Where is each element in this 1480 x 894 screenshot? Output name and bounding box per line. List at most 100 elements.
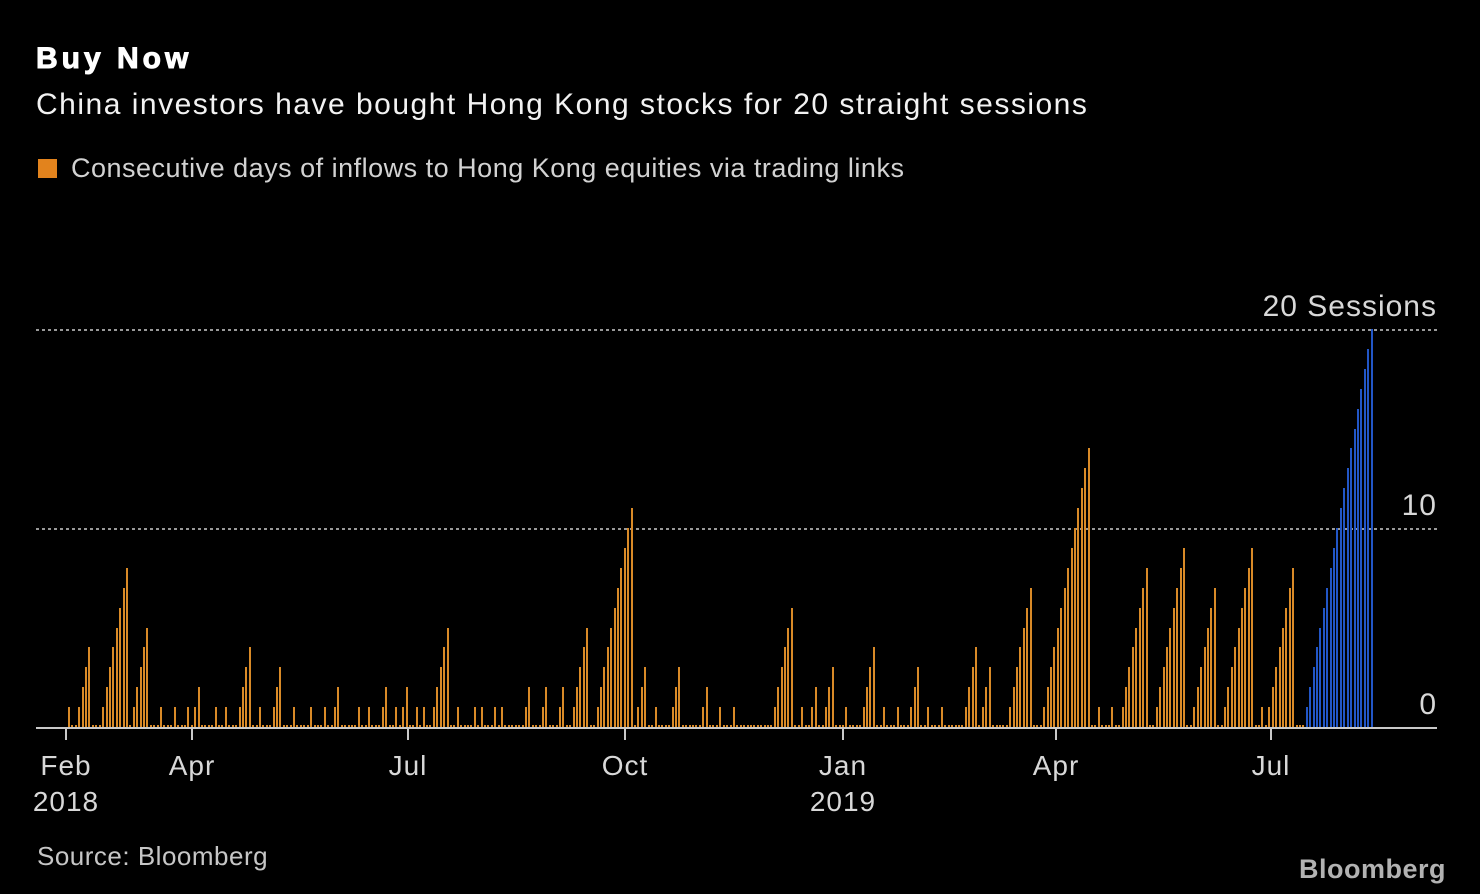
bar: [1009, 707, 1012, 727]
bar: [661, 725, 664, 727]
bar: [872, 647, 875, 727]
bar: [1247, 567, 1250, 727]
bar: [1128, 667, 1131, 727]
bar: [1275, 667, 1278, 727]
bar: [657, 725, 660, 727]
bar: [1148, 725, 1151, 727]
bar: [381, 707, 384, 727]
bar: [927, 707, 930, 727]
bar: [688, 725, 691, 727]
bar: [855, 725, 858, 727]
bar: [197, 687, 200, 727]
bar: [333, 707, 336, 727]
bar: [276, 687, 278, 727]
bar: [1077, 508, 1080, 727]
bar: [818, 725, 821, 727]
bar: [1350, 448, 1353, 727]
bar: [1329, 567, 1332, 727]
bar: [296, 725, 299, 727]
bar: [218, 725, 221, 727]
bar: [753, 725, 756, 727]
bar: [463, 725, 466, 727]
bar: [1186, 725, 1189, 727]
bar: [68, 707, 70, 727]
bar: [1326, 587, 1329, 727]
x-axis-tick-apr: [1055, 729, 1057, 740]
bar: [814, 687, 817, 727]
bar: [712, 725, 715, 727]
bar: [1039, 725, 1042, 727]
bar: [357, 707, 360, 727]
bar: [310, 707, 313, 727]
bar: [572, 707, 575, 727]
bar: [1152, 725, 1155, 727]
bar: [548, 725, 551, 727]
bar: [957, 725, 960, 727]
bar: [746, 725, 749, 727]
bar: [368, 707, 371, 727]
bar: [511, 725, 514, 727]
bar: [1125, 687, 1128, 727]
bar: [200, 725, 203, 727]
bar: [1094, 725, 1097, 727]
bar: [859, 725, 862, 727]
chart-subtitle: China investors have bought Hong Kong st…: [36, 88, 1089, 121]
bar: [559, 707, 562, 727]
bar: [1356, 408, 1359, 727]
bar: [876, 725, 879, 727]
bar: [620, 567, 623, 727]
bar: [593, 725, 596, 727]
bar: [722, 725, 725, 727]
bar: [896, 707, 899, 727]
bar: [623, 547, 626, 727]
bar: [139, 667, 142, 727]
bar: [780, 667, 783, 727]
bar: [501, 707, 504, 727]
bar: [1360, 388, 1363, 727]
bar: [1043, 707, 1046, 727]
bar: [794, 725, 797, 727]
bar: [1200, 667, 1203, 727]
bar: [429, 725, 432, 727]
x-axis-label-feb: Feb: [40, 750, 92, 781]
bar: [1101, 725, 1104, 727]
bar: [647, 725, 650, 727]
bar: [944, 725, 947, 727]
bar: [74, 725, 77, 727]
bar: [282, 725, 285, 727]
bar: [391, 725, 394, 727]
x-axis-label-oct: Oct: [601, 750, 649, 781]
bar: [555, 725, 558, 727]
bar: [443, 647, 446, 727]
bar: [869, 667, 872, 727]
bar: [1019, 647, 1022, 727]
bar: [726, 725, 729, 727]
bar: [258, 707, 261, 727]
bar: [1073, 528, 1076, 727]
bar: [1316, 647, 1319, 727]
bar: [194, 707, 197, 727]
bar: [299, 725, 302, 727]
bar: [988, 667, 991, 727]
bar: [160, 707, 163, 727]
bar: [630, 508, 633, 727]
bar: [579, 667, 582, 727]
bar: [787, 627, 790, 727]
bar: [173, 707, 176, 727]
legend: Consecutive days of inflows to Hong Kong…: [38, 153, 904, 184]
bar: [913, 687, 916, 727]
bar: [337, 687, 340, 727]
bar: [388, 725, 391, 727]
bar: [569, 725, 572, 727]
bar: [674, 687, 677, 727]
x-axis-label-apr: Apr: [168, 750, 216, 781]
bar: [862, 707, 865, 727]
bar: [923, 725, 926, 727]
bar: [439, 667, 442, 727]
bar: [374, 725, 377, 727]
x-axis-tick-jul: [1270, 729, 1272, 740]
x-axis-line: [36, 727, 1437, 729]
bar: [1022, 627, 1025, 727]
bar: [1223, 707, 1226, 727]
bar: [98, 725, 101, 727]
